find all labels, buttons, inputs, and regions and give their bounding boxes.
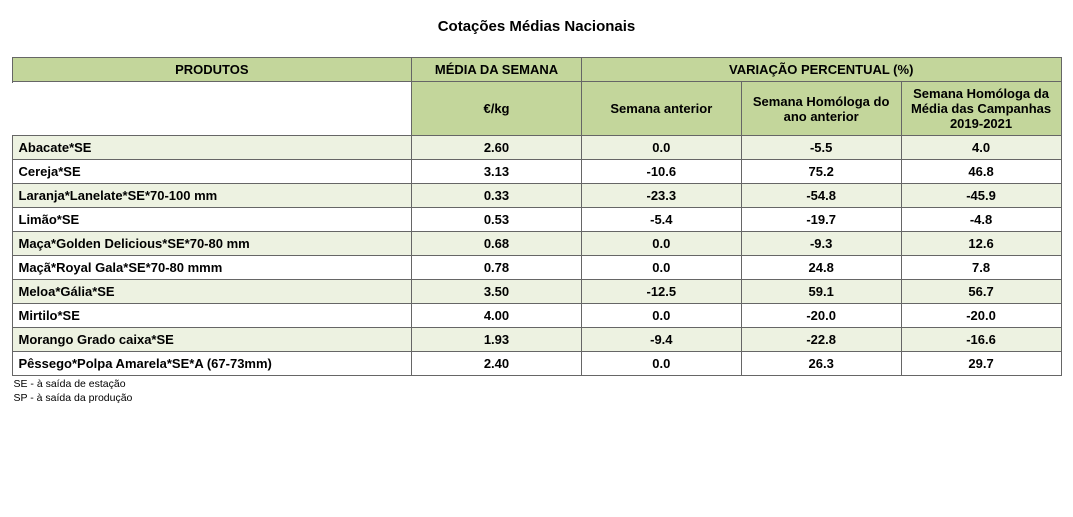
cell-produto: Cereja*SE xyxy=(12,160,412,184)
cell-media: 2.60 xyxy=(412,136,582,160)
header-variacao: VARIAÇÃO PERCENTUAL (%) xyxy=(581,58,1061,82)
table-row: Pêssego*Polpa Amarela*SE*A (67-73mm)2.40… xyxy=(12,352,1061,376)
cell-v2: 24.8 xyxy=(741,256,901,280)
cell-produto: Pêssego*Polpa Amarela*SE*A (67-73mm) xyxy=(12,352,412,376)
quotes-table: PRODUTOS MÉDIA DA SEMANA VARIAÇÃO PERCEN… xyxy=(12,57,1062,376)
cell-media: 0.68 xyxy=(412,232,582,256)
header-semana-homologa-media: Semana Homóloga da Média das Campanhas 2… xyxy=(901,82,1061,136)
cell-v1: 0.0 xyxy=(581,136,741,160)
cell-v3: -20.0 xyxy=(901,304,1061,328)
footnote: SE - à saída de estação xyxy=(12,378,1062,392)
cell-v2: -19.7 xyxy=(741,208,901,232)
page-title: Cotações Médias Nacionais xyxy=(8,18,1065,35)
cell-produto: Meloa*Gália*SE xyxy=(12,280,412,304)
cell-v1: -12.5 xyxy=(581,280,741,304)
cell-v1: -23.3 xyxy=(581,184,741,208)
table-row: Maça*Golden Delicious*SE*70-80 mm0.680.0… xyxy=(12,232,1061,256)
cell-v3: 12.6 xyxy=(901,232,1061,256)
table-body: Abacate*SE2.600.0-5.54.0Cereja*SE3.13-10… xyxy=(12,136,1061,376)
header-semana-homologa-ano: Semana Homóloga do ano anterior xyxy=(741,82,901,136)
cell-v3: 29.7 xyxy=(901,352,1061,376)
table-row: Maçã*Royal Gala*SE*70-80 mmm0.780.024.87… xyxy=(12,256,1061,280)
cell-produto: Morango Grado caixa*SE xyxy=(12,328,412,352)
cell-v3: 46.8 xyxy=(901,160,1061,184)
cell-v1: -9.4 xyxy=(581,328,741,352)
cell-v1: 0.0 xyxy=(581,352,741,376)
cell-v2: -22.8 xyxy=(741,328,901,352)
cell-produto: Abacate*SE xyxy=(12,136,412,160)
cell-media: 3.13 xyxy=(412,160,582,184)
cell-v1: -10.6 xyxy=(581,160,741,184)
cell-v3: 7.8 xyxy=(901,256,1061,280)
cell-produto: Laranja*Lanelate*SE*70-100 mm xyxy=(12,184,412,208)
cell-media: 4.00 xyxy=(412,304,582,328)
cell-v1: 0.0 xyxy=(581,304,741,328)
cell-v1: -5.4 xyxy=(581,208,741,232)
cell-v1: 0.0 xyxy=(581,232,741,256)
cell-media: 1.93 xyxy=(412,328,582,352)
table-row: Cereja*SE3.13-10.675.246.8 xyxy=(12,160,1061,184)
cell-v2: -54.8 xyxy=(741,184,901,208)
cell-media: 0.78 xyxy=(412,256,582,280)
cell-v3: 4.0 xyxy=(901,136,1061,160)
cell-v1: 0.0 xyxy=(581,256,741,280)
cell-v2: 26.3 xyxy=(741,352,901,376)
table-row: Meloa*Gália*SE3.50-12.559.156.7 xyxy=(12,280,1061,304)
cell-v3: -4.8 xyxy=(901,208,1061,232)
cell-media: 0.53 xyxy=(412,208,582,232)
header-media-semana: MÉDIA DA SEMANA xyxy=(412,58,582,82)
cell-media: 0.33 xyxy=(412,184,582,208)
footnotes: SE - à saída de estação SP - à saída da … xyxy=(12,378,1062,405)
cell-v2: -20.0 xyxy=(741,304,901,328)
cell-media: 3.50 xyxy=(412,280,582,304)
cell-v2: -5.5 xyxy=(741,136,901,160)
cell-v3: -16.6 xyxy=(901,328,1061,352)
cell-media: 2.40 xyxy=(412,352,582,376)
table-row: Laranja*Lanelate*SE*70-100 mm0.33-23.3-5… xyxy=(12,184,1061,208)
cell-v3: -45.9 xyxy=(901,184,1061,208)
table-row: Mirtilo*SE4.000.0-20.0-20.0 xyxy=(12,304,1061,328)
header-media-unit: €/kg xyxy=(412,82,582,136)
cell-produto: Maça*Golden Delicious*SE*70-80 mm xyxy=(12,232,412,256)
footnote: SP - à saída da produção xyxy=(12,392,1062,406)
cell-produto: Mirtilo*SE xyxy=(12,304,412,328)
cell-v3: 56.7 xyxy=(901,280,1061,304)
table-row: Limão*SE0.53-5.4-19.7-4.8 xyxy=(12,208,1061,232)
header-produtos: PRODUTOS xyxy=(12,58,412,82)
table-row: Morango Grado caixa*SE1.93-9.4-22.8-16.6 xyxy=(12,328,1061,352)
cell-v2: 59.1 xyxy=(741,280,901,304)
cell-v2: 75.2 xyxy=(741,160,901,184)
cell-produto: Maçã*Royal Gala*SE*70-80 mmm xyxy=(12,256,412,280)
table-row: Abacate*SE2.600.0-5.54.0 xyxy=(12,136,1061,160)
cell-v2: -9.3 xyxy=(741,232,901,256)
header-semana-anterior: Semana anterior xyxy=(581,82,741,136)
cell-produto: Limão*SE xyxy=(12,208,412,232)
